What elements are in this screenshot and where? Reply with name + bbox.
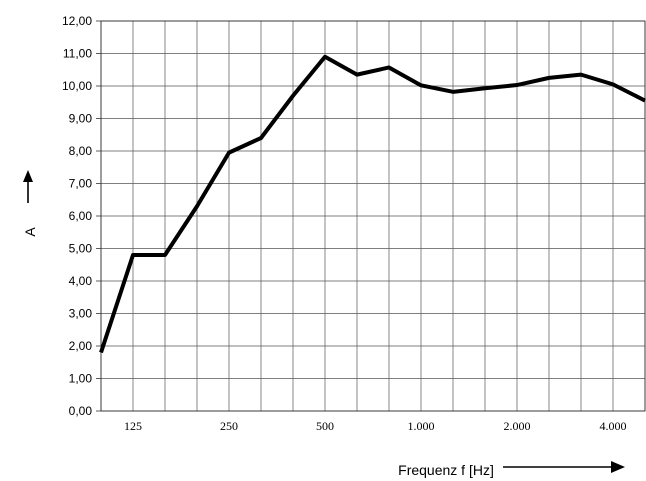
x-axis-label: Frequenz f [Hz] <box>398 462 494 478</box>
y-axis-label-group: A <box>22 170 38 237</box>
y-tick-label: 2,00 <box>69 339 93 353</box>
y-tick-label: 6,00 <box>69 209 93 223</box>
x-axis-arrow-head <box>611 461 625 473</box>
x-tick-label: 4.000 <box>600 419 627 433</box>
y-tick-label: 1,00 <box>69 372 93 386</box>
x-axis-label-group: Frequenz f [Hz] <box>398 461 625 478</box>
y-tick-label: 8,00 <box>69 144 93 158</box>
y-tick-label: 11,00 <box>63 47 92 61</box>
y-tick-label: 10,00 <box>62 79 92 93</box>
y-tick-label: 0,00 <box>69 404 93 418</box>
x-tick-label: 500 <box>316 419 334 433</box>
x-tick-label: 2.000 <box>504 419 531 433</box>
y-tick-label: 3,00 <box>69 307 93 321</box>
x-tick-labels: 125 250 500 1.000 2.000 4.000 <box>124 419 627 433</box>
x-tick-label: 125 <box>124 419 142 433</box>
y-tick-label: 4,00 <box>69 274 93 288</box>
x-tick-label: 1.000 <box>408 419 435 433</box>
series-line <box>99 54 646 354</box>
y-axis-arrow-head <box>23 170 33 182</box>
y-tick-label: 5,00 <box>69 242 93 256</box>
x-tick-label: 250 <box>220 419 238 433</box>
y-tick-label: 12,00 <box>62 14 92 28</box>
y-tick-label: 9,00 <box>69 112 93 126</box>
y-tick-label: 7,00 <box>69 177 93 191</box>
y-axis-label: A <box>22 227 38 237</box>
y-tick-labels: 0,00 1,00 2,00 3,00 4,00 5,00 6,00 7,00 8,00 9,00… <box>62 14 101 418</box>
grid-lines <box>100 20 646 412</box>
